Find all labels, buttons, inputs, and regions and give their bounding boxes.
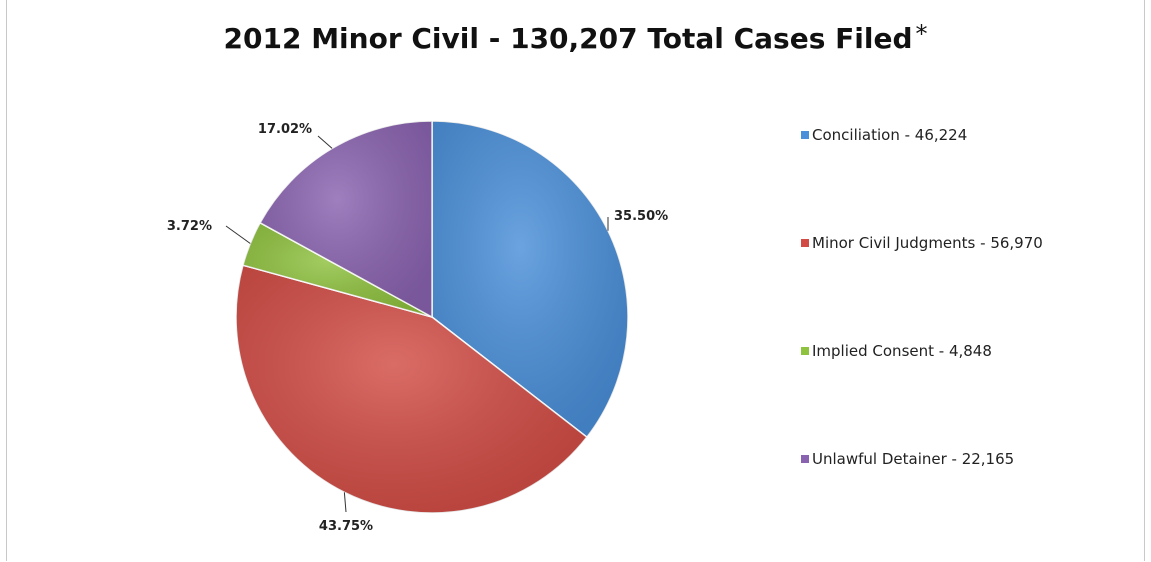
legend-swatch [801,238,809,247]
pie-slice-2 [235,264,588,514]
legend-item: Unlawful Detainer - 22,165 [801,450,1014,468]
pie-slice-shading [260,120,432,317]
legend-swatch [801,454,809,463]
pie-data-label: 35.50% [614,209,668,224]
pie-slice-shading [432,121,628,438]
pie-slice-1 [431,120,629,439]
pie-leader-line [343,492,347,513]
legend-label: Unlawful Detainer - 22,165 [812,450,1015,468]
pie-slice-shading [236,265,587,513]
chart-title-text: 2012 Minor Civil - 130,207 Total Cases F… [223,22,913,55]
legend-swatch [801,130,809,139]
legend-label: Implied Consent - 4,848 [812,342,992,360]
pie-slice-shading [242,222,432,317]
legend-label: Conciliation - 46,224 [812,126,968,144]
chart-title-footnote-mark: * [915,20,928,48]
pie-data-label: 43.75% [319,519,373,534]
legend-item: Conciliation - 46,224 [801,126,967,144]
pie-data-label: 3.72% [167,219,212,234]
chart-title: 2012 Minor Civil - 130,207 Total Cases F… [0,20,1151,55]
pie-leader-line [225,225,251,244]
chart-frame [6,0,1145,561]
legend-item: Minor Civil Judgments - 56,970 [801,234,1043,252]
legend-swatch [801,346,809,355]
pie-leader-line [317,135,333,149]
pie-data-label: 17.02% [258,122,312,137]
legend-label: Minor Civil Judgments - 56,970 [812,234,1043,252]
legend-item: Implied Consent - 4,848 [801,342,992,360]
